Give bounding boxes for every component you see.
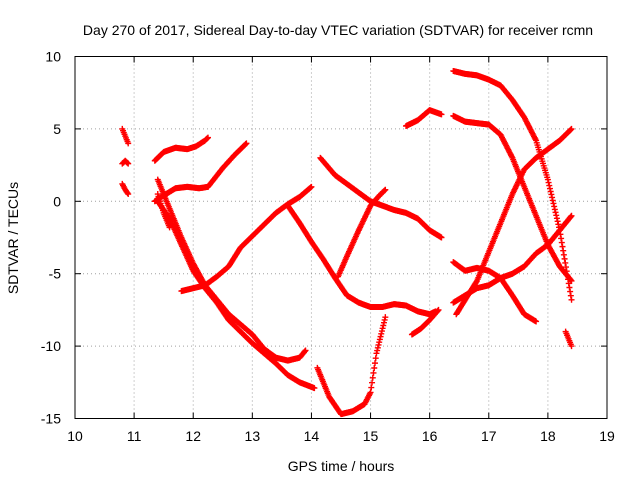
y-axis-label: SDTVAR / TECUs xyxy=(5,182,21,294)
data-point xyxy=(381,187,388,194)
y-tick-label: -10 xyxy=(41,338,61,354)
x-tick-label: 13 xyxy=(245,428,261,444)
series-arc19 xyxy=(450,112,575,284)
series-arc17 xyxy=(450,212,575,306)
data-point xyxy=(438,111,445,118)
x-tick-label: 11 xyxy=(127,428,142,444)
plot-frame xyxy=(74,56,608,419)
x-tick-label: 12 xyxy=(185,428,201,444)
series-arc16 xyxy=(408,306,442,338)
data-point xyxy=(568,212,575,219)
data-point xyxy=(568,125,575,132)
data-point xyxy=(311,385,318,392)
data-point xyxy=(533,318,540,325)
data-markers xyxy=(119,67,575,418)
data-point xyxy=(371,360,378,367)
x-tick-label: 14 xyxy=(304,428,320,444)
y-tick-label: -15 xyxy=(41,411,61,427)
data-point xyxy=(369,374,376,381)
data-point xyxy=(125,140,132,147)
series-arc22 xyxy=(562,328,575,350)
data-point xyxy=(301,348,308,355)
series-arc4 xyxy=(151,134,211,164)
data-point xyxy=(434,307,441,314)
series-arc6 xyxy=(205,140,250,190)
x-tick-label: 19 xyxy=(599,428,615,444)
data-point xyxy=(568,296,575,303)
series-arc21 xyxy=(450,259,540,325)
grid-lines xyxy=(75,56,607,419)
data-point xyxy=(438,234,445,241)
data-point xyxy=(368,384,375,391)
series-arc2 xyxy=(119,157,132,167)
series-arc10 xyxy=(154,191,173,231)
x-tick-label: 15 xyxy=(363,428,379,444)
data-point xyxy=(124,159,131,166)
y-tick-label: -5 xyxy=(49,266,62,282)
y-tick-label: 0 xyxy=(53,193,61,209)
data-point xyxy=(205,134,211,141)
axis-ticks: 10 11 12 13 14 15 16 17 18 19 -15 -10 -5 0 5 10 xyxy=(41,49,615,445)
data-point xyxy=(243,140,250,147)
data-point xyxy=(372,355,379,362)
data-point xyxy=(369,379,376,386)
x-tick-label: 18 xyxy=(540,428,556,444)
data-point xyxy=(125,191,132,198)
data-point xyxy=(568,343,575,350)
series-arc8 xyxy=(154,176,309,364)
data-point xyxy=(371,365,378,372)
series-arc11 xyxy=(314,314,389,418)
x-tick-label: 16 xyxy=(422,428,438,444)
data-point xyxy=(204,135,211,142)
series-arc9 xyxy=(154,198,318,392)
data-point xyxy=(166,224,173,231)
data-point xyxy=(124,189,131,196)
series-arc14 xyxy=(335,186,389,280)
series-arc1 xyxy=(119,125,132,147)
data-point xyxy=(308,183,315,190)
y-tick-label: 5 xyxy=(53,121,61,137)
x-tick-label: 10 xyxy=(67,428,83,444)
x-axis-label: GPS time / hours xyxy=(288,458,395,474)
data-point xyxy=(435,306,442,313)
data-point xyxy=(125,160,132,167)
y-tick-label: 10 xyxy=(45,49,61,65)
data-point xyxy=(370,369,377,376)
data-point xyxy=(382,186,389,193)
series-arc12 xyxy=(284,202,439,318)
data-point xyxy=(367,389,374,396)
data-point xyxy=(302,347,309,354)
x-tick-label: 17 xyxy=(481,428,497,444)
series-arc20 xyxy=(450,67,575,303)
series-arc3 xyxy=(119,180,132,198)
data-point xyxy=(382,314,389,321)
series-arc15 xyxy=(403,107,445,130)
chart-title: Day 270 of 2017, Sidereal Day-to-day VTE… xyxy=(83,22,593,38)
series-arc18 xyxy=(453,125,575,318)
